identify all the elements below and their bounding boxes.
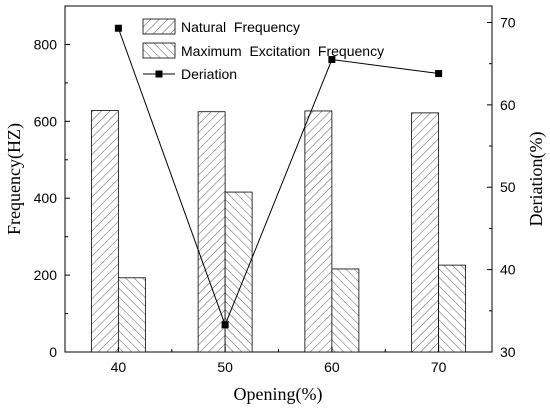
y2-tick-label-60: 60 xyxy=(500,97,516,113)
y2-tick-label-70: 70 xyxy=(500,14,516,30)
bar-max-excitation-60 xyxy=(331,268,360,353)
legend-label-natural: Natural Frequency xyxy=(181,19,300,35)
bar-max-excitation-70 xyxy=(438,264,467,353)
x-axis-title: Opening(%) xyxy=(234,384,323,405)
legend-swatch-natural xyxy=(142,18,176,35)
y-tick-label-800: 800 xyxy=(34,36,58,52)
y2-axis-title: Deriation(%) xyxy=(526,132,547,227)
bar-natural-70 xyxy=(411,112,440,353)
legend-label-deriation: Deriation xyxy=(181,66,237,82)
deriation-line xyxy=(117,28,439,327)
bar-natural-40 xyxy=(90,110,119,353)
deriation-line-layer xyxy=(114,24,443,329)
bar-natural-50 xyxy=(197,111,226,353)
y-axis-title: Frequency(HZ) xyxy=(4,123,25,235)
legend-marker-deriation xyxy=(155,70,163,78)
legend-swatch-max-excitation xyxy=(142,42,176,59)
bar-max-excitation-40 xyxy=(117,277,146,353)
x-tick-label-60: 60 xyxy=(324,359,340,375)
y2-tick-label-40: 40 xyxy=(500,262,516,278)
deriation-point-60 xyxy=(328,56,336,64)
bar-natural-60 xyxy=(304,110,333,353)
y2-tick-label-30: 30 xyxy=(500,344,516,360)
x-tick-label-50: 50 xyxy=(217,359,233,375)
axes-layer: 0 200 400 600 800 30 40 50 60 70 40 50 60 70 xyxy=(34,14,516,375)
legend-label-max-excitation: Maximum Excitation Frequency xyxy=(181,43,384,59)
deriation-point-50 xyxy=(221,321,229,329)
x-tick-label-40: 40 xyxy=(111,359,127,375)
y-tick-label-200: 200 xyxy=(34,267,58,283)
bars-layer xyxy=(90,110,467,353)
y-tick-label-400: 400 xyxy=(34,190,58,206)
x-tick-label-70: 70 xyxy=(431,359,447,375)
y-tick-label-0: 0 xyxy=(49,344,57,360)
y-tick-label-600: 600 xyxy=(34,113,58,129)
deriation-point-70 xyxy=(435,70,443,78)
legend: Natural Frequency Maximum Excitation Fre… xyxy=(142,18,384,82)
bar-max-excitation-50 xyxy=(224,191,253,353)
y2-tick-label-50: 50 xyxy=(500,179,516,195)
deriation-point-40 xyxy=(114,24,122,32)
